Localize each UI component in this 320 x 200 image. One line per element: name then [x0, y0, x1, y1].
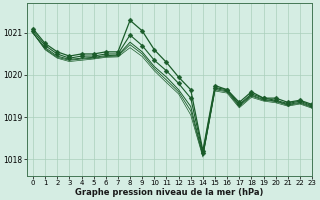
X-axis label: Graphe pression niveau de la mer (hPa): Graphe pression niveau de la mer (hPa) — [75, 188, 264, 197]
